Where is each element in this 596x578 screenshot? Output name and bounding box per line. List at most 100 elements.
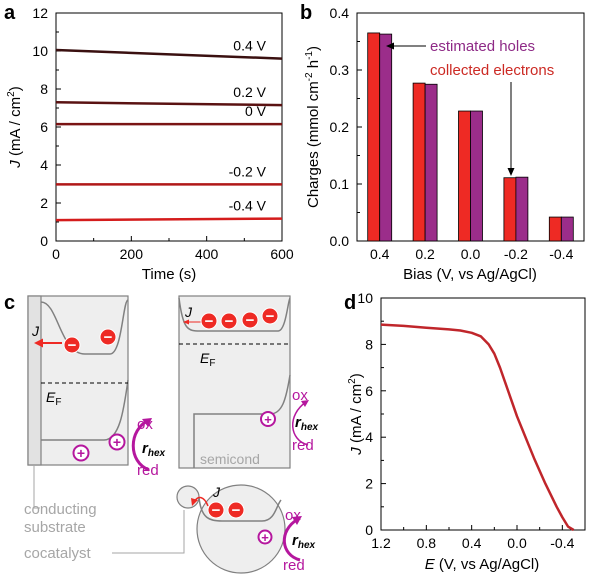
y-tick-label: 4	[40, 157, 48, 173]
x-tick-label: -0.4	[549, 246, 573, 262]
bottom-redox-arrow	[282, 517, 301, 562]
panel-a-series-labels: 0.4 V 0.2 V 0 V -0.2 V -0.4 V	[229, 38, 267, 214]
panel-a-series	[55, 48, 283, 222]
x-tick-label: 0.8	[417, 535, 437, 551]
hole-icon	[72, 444, 90, 462]
bottom-ox-label: ox	[285, 507, 301, 524]
bottom-red-label: red	[283, 557, 305, 574]
y-tick-label: 8	[365, 336, 373, 352]
electron-icon	[99, 328, 117, 346]
panel-b-xlabel: Bias (V, vs Ag/AgCl)	[403, 266, 537, 283]
y-tick-label: 0.2	[330, 119, 350, 135]
y-tick-label: 0.3	[330, 62, 350, 78]
right-red-label: red	[292, 437, 314, 454]
panel-a-chart: 0 200 400 600 0 2 4 6 8 10 12 0.4 V 0.2 V 0 V -0.2 V -…	[6, 5, 294, 283]
series-line	[55, 217, 283, 222]
panel-a-ylabel-close: )	[7, 86, 24, 91]
cocatalyst-label: cocatalyst	[24, 545, 92, 562]
panel-d-chart: 1.2 0.8 0.4 0.0 -0.4 0 2 4 6 8 10 E (V, vs Ag/AgCl…	[347, 290, 586, 573]
panel-b-ylabel: Charges (mmol cm-2 h-1)	[304, 46, 322, 208]
left-ox-label: ox	[137, 416, 153, 433]
electron-minus-sign: −	[266, 308, 275, 325]
y-tick-label: 8	[40, 81, 48, 97]
electron-icon	[63, 336, 81, 354]
electron-minus-sign: −	[232, 502, 241, 519]
hole-plus-sign: +	[264, 412, 272, 427]
holes-annotation: estimated holes	[430, 38, 535, 55]
electron-icon	[220, 312, 238, 330]
right-conduction-band	[178, 297, 291, 332]
right-ox-label: ox	[292, 387, 308, 404]
right-redox-arrowhead	[301, 400, 309, 407]
electron-minus-sign: −	[205, 313, 214, 330]
semicond-label: semicond	[200, 451, 260, 467]
panel-a-label: a	[4, 2, 16, 24]
bar	[424, 83, 438, 242]
left-rhex-label: rhex	[142, 440, 166, 459]
left-j-label: J	[31, 323, 40, 339]
bar	[367, 32, 381, 242]
x-tick-label: -0.2	[504, 246, 528, 262]
bar	[515, 176, 529, 242]
panel-c-label: c	[4, 292, 15, 314]
electron-icon	[207, 501, 225, 519]
particle	[196, 484, 286, 574]
particle-j-label: J	[212, 484, 221, 500]
panel-b-ylabel-text: Charges (mmol cm	[305, 81, 322, 208]
left-ef-label: EF	[46, 389, 61, 408]
series-label: 0 V	[245, 103, 267, 119]
panel-b-bars	[367, 32, 574, 242]
substrate-callout-line	[33, 465, 40, 509]
cocatalyst-particle	[176, 485, 200, 509]
panel-b-ylabel-close: )	[305, 46, 322, 51]
left-valence-band	[41, 379, 129, 441]
y-tick-label: 6	[40, 119, 48, 135]
conducting-label: conducting	[24, 501, 97, 518]
bar	[548, 216, 562, 242]
bar	[379, 33, 393, 242]
x-tick-label: 0.0	[507, 535, 527, 551]
y-tick-label: 0.0	[330, 233, 350, 249]
panel-b-ylabel-mid: h	[305, 60, 322, 73]
electron-minus-sign: −	[225, 313, 234, 330]
x-tick-label: 0	[52, 246, 60, 262]
x-tick-label: 400	[195, 246, 219, 262]
right-rhex-label: rhex	[295, 414, 319, 433]
panel-a-xlabel: Time (s)	[142, 266, 196, 283]
y-tick-label: 0.4	[330, 5, 350, 21]
x-tick-label: 1.2	[371, 535, 391, 551]
panel-d-xlabel: E (V, vs Ag/AgCl)	[425, 556, 540, 573]
panel-b-ylabel-sup2: -1	[304, 51, 315, 60]
panel-a-ylabel-unit: (mA / cm	[7, 97, 24, 156]
holes-arrowhead	[386, 42, 394, 50]
cocatalyst-callout-line	[112, 510, 185, 554]
electron-icon	[200, 312, 218, 330]
bar	[470, 110, 483, 242]
panel-d-label: d	[344, 292, 356, 314]
panel-b-ticks: 0.4 0.2 0.0 -0.2 -0.4 0.0 0.1 0.2 0.3 0.4	[330, 5, 574, 262]
panel-a-ylabel: J (mA / cm2)	[6, 86, 24, 168]
y-tick-label: 0.1	[330, 176, 350, 192]
panel-b-chart: 0.4 0.2 0.0 -0.2 -0.4 0.0 0.1 0.2 0.3 0.4 Bias (V…	[304, 5, 585, 283]
series-line	[55, 101, 283, 107]
panel-d-ticks: 1.2 0.8 0.4 0.0 -0.4 0 2 4 6 8 10	[357, 290, 574, 551]
left-j-arrowhead	[34, 338, 43, 348]
x-tick-label: -0.4	[550, 535, 574, 551]
x-tick-label: 0.4	[462, 535, 482, 551]
series-label: -0.2 V	[229, 163, 267, 179]
bar	[503, 177, 517, 242]
electron-icon	[227, 501, 245, 519]
panel-a-ylabel-var: J	[7, 160, 24, 169]
series-label: 0.4 V	[233, 38, 266, 54]
electron-icon	[261, 307, 279, 325]
particle-j-arrowhead	[191, 498, 198, 506]
right-j-label: J	[184, 304, 193, 320]
x-tick-label: 200	[120, 246, 144, 262]
bar	[412, 82, 426, 242]
electron-minus-sign: −	[212, 502, 221, 519]
bottom-redox-arrowhead	[292, 516, 302, 525]
particle-band	[198, 496, 282, 522]
right-redox-arrow	[292, 401, 309, 446]
panel-c-diagram: EF J − − + + ox red rhex EF J − − −	[24, 295, 319, 574]
electron-minus-sign: −	[68, 337, 77, 354]
